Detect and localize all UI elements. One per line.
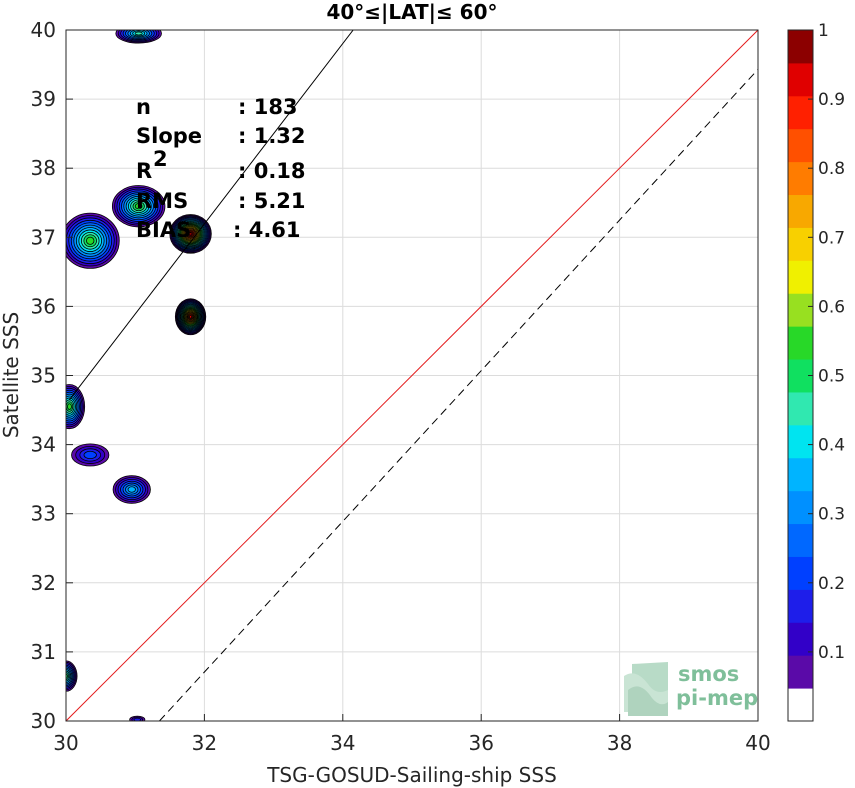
y-tick-label: 31 — [31, 640, 56, 664]
y-tick-label: 37 — [31, 225, 56, 249]
density-contours — [66, 30, 212, 721]
colorbar-swatch — [788, 128, 813, 163]
contour-level — [134, 31, 143, 36]
colorbar-swatch — [788, 523, 813, 557]
stat-value: : 183 — [238, 95, 298, 119]
colorbar-tick-label: 0.1 — [818, 643, 845, 663]
y-tick-label: 33 — [31, 502, 56, 526]
x-axis-label: TSG-GOSUD-Sailing-ship SSS — [266, 763, 557, 787]
colorbar-swatch — [788, 326, 813, 360]
colorbar-swatch — [788, 194, 813, 228]
one-to-one-line — [66, 30, 758, 721]
logo-line1: smos — [678, 662, 739, 686]
colorbar-tick-label: 0.9 — [818, 90, 845, 110]
colorbar-tick-label: 0.2 — [818, 574, 845, 594]
stat-value: : 4.61 — [233, 218, 301, 242]
contour-level — [188, 314, 193, 319]
y-tick-label: 36 — [31, 294, 56, 318]
colorbar-swatch — [788, 490, 813, 525]
stat-label: BIAS — [136, 218, 191, 242]
x-tick-label: 32 — [192, 731, 217, 755]
y-tick-label: 40 — [31, 18, 56, 42]
colorbar-swatch — [788, 556, 813, 590]
density-blob — [111, 185, 166, 228]
colorbar-swatch — [788, 95, 813, 130]
stat-label: R — [136, 159, 152, 183]
x-tick-label: 36 — [468, 731, 493, 755]
x-tick-label: 30 — [53, 731, 78, 755]
offset-line — [159, 69, 758, 721]
stat-value: : 1.32 — [238, 124, 306, 148]
stat-value: : 5.21 — [238, 189, 306, 213]
contour-level — [127, 486, 136, 493]
y-tick-label: 34 — [31, 433, 56, 457]
colorbar-swatch — [788, 688, 813, 722]
colorbar-swatch — [788, 457, 813, 492]
colorbar-swatch — [788, 161, 813, 196]
colorbar-swatch — [788, 424, 813, 459]
stat-value: : 0.18 — [238, 159, 306, 183]
contour-level — [86, 236, 95, 245]
stats-box: n : 183 Slope : 1.32 R : 0.18 RMS : 5.21 BIAS : 4… — [136, 95, 306, 242]
colorbar-swatch — [788, 293, 813, 327]
colorbar-swatch — [788, 62, 813, 97]
x-tick-label: 34 — [330, 731, 355, 755]
density-blob — [169, 214, 212, 254]
colorbar-tick-label: 0.3 — [818, 505, 845, 525]
stat-label: n — [136, 95, 151, 119]
logo-line2: pi-mep — [676, 686, 758, 710]
density-blob — [66, 384, 86, 430]
density-blob — [129, 715, 146, 721]
colorbar-swatch — [788, 30, 813, 64]
density-blob — [71, 443, 110, 467]
contour-level — [134, 203, 143, 210]
colorbar-tick-label: 0.8 — [818, 159, 845, 179]
colorbar-tick-label: 1 — [818, 21, 829, 41]
y-tick-label: 38 — [31, 156, 56, 180]
x-tick-label: 38 — [607, 731, 632, 755]
density-blob — [174, 298, 207, 336]
contour-level — [67, 403, 72, 410]
r-squared-superscript: 2 — [153, 147, 168, 171]
colorbar-tick-label: 0.4 — [818, 436, 845, 456]
contour-level — [83, 450, 97, 460]
reference-lines — [66, 30, 758, 721]
colorbar-swatch — [788, 227, 813, 261]
stat-label: RMS — [136, 189, 188, 213]
x-tick-label: 40 — [745, 731, 770, 755]
colorbar: 0.1 0.2 0.3 0.4 0.5 0.6 0.7 0.8 0.9 1 — [787, 21, 845, 722]
colorbar-tick-label: 0.6 — [818, 297, 845, 317]
colorbar-swatch — [788, 391, 813, 426]
y-axis-label: Satellite SSS — [0, 312, 23, 438]
axis-ticks: 30 32 34 36 38 40 30 31 32 33 34 35 36 37 38 39 40 — [31, 18, 771, 755]
y-tick-label: 30 — [31, 709, 56, 733]
smos-logo-icon — [624, 662, 668, 716]
colorbar-tick-label: 0.5 — [818, 367, 845, 387]
fit-line — [69, 30, 354, 400]
colorbar-tick-label: 0.7 — [818, 228, 845, 248]
colorbar-swatch — [788, 260, 813, 294]
density-blob — [66, 212, 120, 269]
y-tick-label: 32 — [31, 571, 56, 595]
logo: smos pi-mep — [624, 662, 758, 716]
density-blob — [66, 660, 78, 692]
colorbar-swatch — [788, 655, 813, 689]
density-blob — [115, 30, 162, 44]
colorbar-swatch — [788, 622, 813, 656]
density-blob — [112, 475, 151, 504]
chart-title: 40°≤|LAT|≤ 60° — [326, 0, 497, 24]
colorbar-swatch — [788, 589, 813, 623]
y-tick-label: 35 — [31, 364, 56, 388]
y-tick-label: 39 — [31, 87, 56, 111]
contour-level — [188, 232, 193, 236]
stat-label: Slope — [136, 124, 202, 148]
contour-level — [133, 717, 141, 721]
